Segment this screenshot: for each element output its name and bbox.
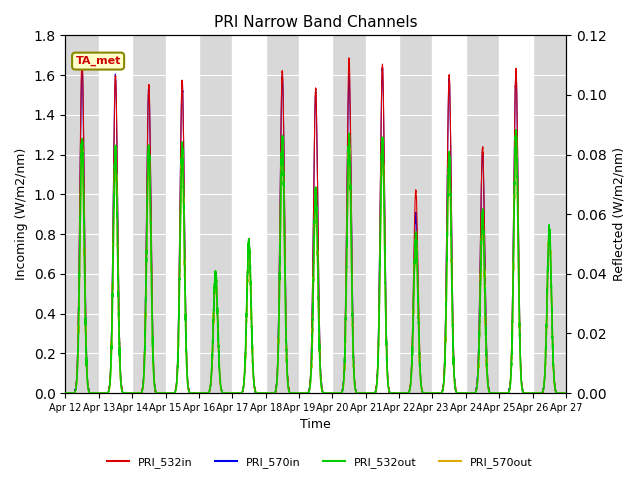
Bar — [499, 36, 532, 393]
X-axis label: Time: Time — [300, 419, 331, 432]
Text: TA_met: TA_met — [76, 56, 121, 66]
Bar — [99, 36, 132, 393]
Bar — [365, 36, 399, 393]
Y-axis label: Reflected (W/m2/nm): Reflected (W/m2/nm) — [612, 147, 625, 281]
Bar — [299, 36, 332, 393]
Bar — [166, 36, 199, 393]
Title: PRI Narrow Band Channels: PRI Narrow Band Channels — [214, 15, 417, 30]
Bar — [433, 36, 466, 393]
Bar — [232, 36, 266, 393]
Y-axis label: Incoming (W/m2/nm): Incoming (W/m2/nm) — [15, 148, 28, 280]
Legend: PRI_532in, PRI_570in, PRI_532out, PRI_570out: PRI_532in, PRI_570in, PRI_532out, PRI_57… — [102, 452, 538, 472]
